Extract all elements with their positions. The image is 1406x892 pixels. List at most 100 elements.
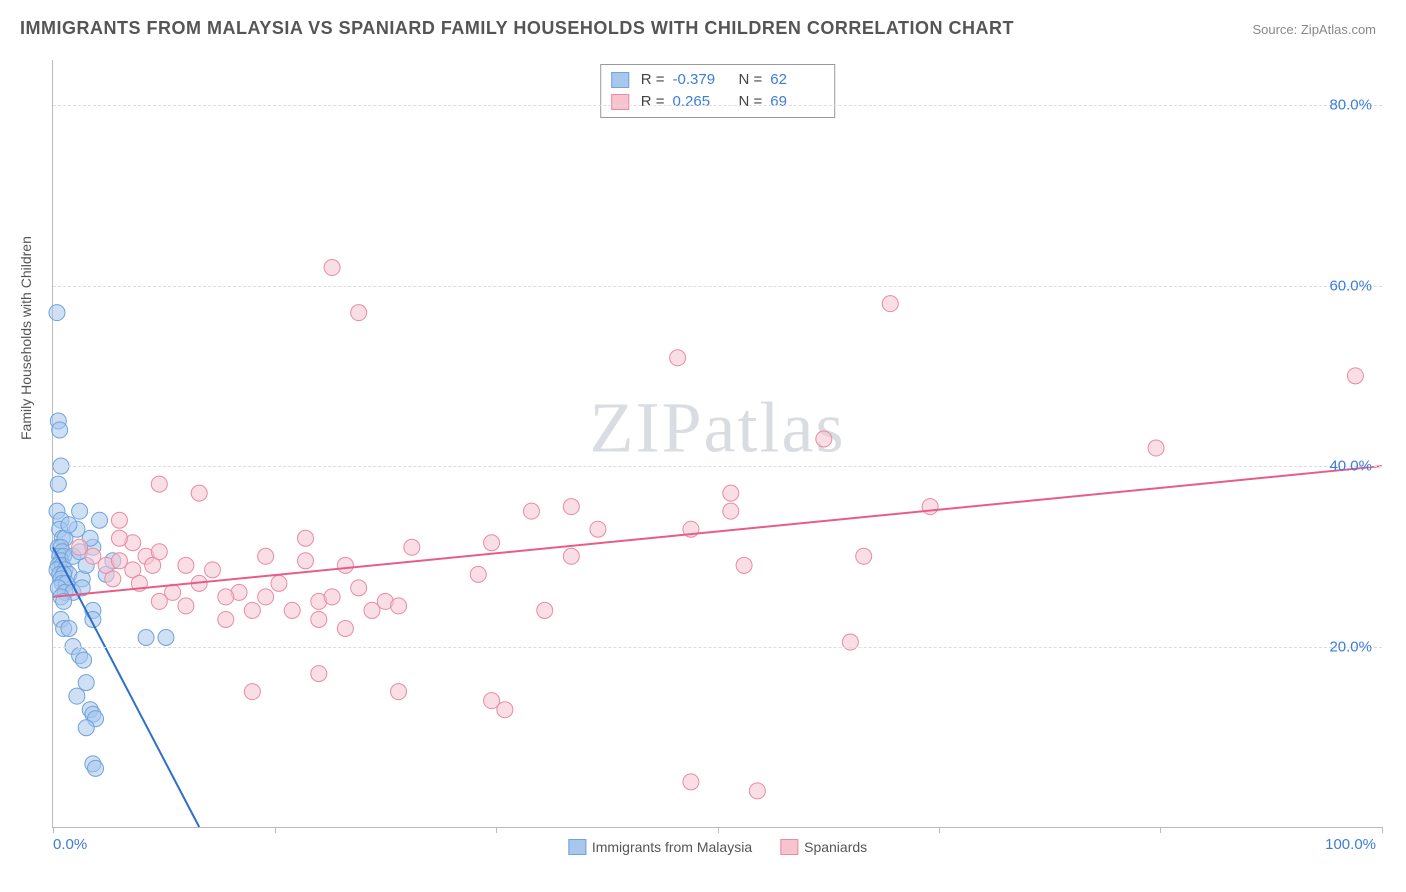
scatter-point: [78, 675, 94, 691]
scatter-point: [61, 620, 77, 636]
x-tick: [496, 827, 497, 833]
scatter-point: [736, 557, 752, 573]
scatter-point: [178, 598, 194, 614]
scatter-point: [92, 512, 108, 528]
r-label: R =: [641, 69, 665, 91]
y-tick-label: 40.0%: [1329, 458, 1372, 475]
source-attribution: Source: ZipAtlas.com: [1252, 22, 1376, 37]
scatter-point: [337, 557, 353, 573]
swatch-series-1: [611, 94, 629, 110]
legend-swatch: [568, 839, 586, 855]
scatter-point: [324, 260, 340, 276]
x-max-label: 100.0%: [1325, 836, 1376, 853]
y-tick-label: 20.0%: [1329, 638, 1372, 655]
scatter-point: [922, 499, 938, 515]
x-min-label: 0.0%: [53, 836, 87, 853]
gridline: [53, 647, 1382, 648]
scatter-point: [158, 630, 174, 646]
x-tick: [275, 827, 276, 833]
gridline: [53, 466, 1382, 467]
bottom-legend: Immigrants from Malaysia Spaniards: [568, 839, 867, 855]
scatter-point: [537, 602, 553, 618]
legend-item: Spaniards: [780, 839, 867, 855]
scatter-point: [244, 602, 260, 618]
x-tick: [939, 827, 940, 833]
scatter-point: [105, 571, 121, 587]
scatter-point: [218, 611, 234, 627]
y-tick-label: 60.0%: [1329, 277, 1372, 294]
scatter-point: [151, 476, 167, 492]
n-label: N =: [739, 91, 763, 113]
scatter-point: [1347, 368, 1363, 384]
gridline: [53, 286, 1382, 287]
scatter-point: [111, 530, 127, 546]
trend-line: [53, 466, 1382, 597]
scatter-point: [351, 305, 367, 321]
scatter-point: [218, 589, 234, 605]
scatter-point: [49, 305, 65, 321]
scatter-point: [258, 548, 274, 564]
scatter-point: [497, 702, 513, 718]
scatter-point: [882, 296, 898, 312]
stats-row-series-1: R = 0.265 N = 69: [611, 91, 825, 113]
scatter-point: [563, 499, 579, 515]
legend-label: Spaniards: [804, 839, 867, 855]
scatter-point: [178, 557, 194, 573]
plot-area: ZIPatlas R = -0.379 N = 62 R = 0.265 N =…: [52, 60, 1382, 828]
chart-svg: [53, 60, 1382, 827]
scatter-point: [271, 575, 287, 591]
scatter-point: [324, 589, 340, 605]
swatch-series-0: [611, 72, 629, 88]
scatter-point: [284, 602, 300, 618]
scatter-point: [111, 512, 127, 528]
scatter-point: [151, 593, 167, 609]
scatter-point: [484, 535, 500, 551]
x-tick: [53, 827, 54, 833]
x-tick: [1160, 827, 1161, 833]
scatter-point: [258, 589, 274, 605]
scatter-point: [337, 620, 353, 636]
y-tick-label: 80.0%: [1329, 97, 1372, 114]
scatter-point: [723, 503, 739, 519]
stats-legend-box: R = -0.379 N = 62 R = 0.265 N = 69: [600, 64, 836, 118]
scatter-point: [78, 720, 94, 736]
r-value-0: -0.379: [673, 69, 727, 91]
scatter-point: [138, 630, 154, 646]
x-tick: [1382, 827, 1383, 833]
scatter-point: [391, 598, 407, 614]
scatter-point: [470, 566, 486, 582]
scatter-point: [563, 548, 579, 564]
scatter-point: [1148, 440, 1164, 456]
gridline: [53, 105, 1382, 106]
chart-title: IMMIGRANTS FROM MALAYSIA VS SPANIARD FAM…: [20, 18, 1014, 39]
scatter-point: [311, 666, 327, 682]
scatter-point: [311, 611, 327, 627]
r-label: R =: [641, 91, 665, 113]
scatter-point: [842, 634, 858, 650]
scatter-point: [523, 503, 539, 519]
n-label: N =: [739, 69, 763, 91]
legend-swatch: [780, 839, 798, 855]
legend-label: Immigrants from Malaysia: [592, 839, 752, 855]
stats-row-series-0: R = -0.379 N = 62: [611, 69, 825, 91]
r-value-1: 0.265: [673, 91, 727, 113]
scatter-point: [69, 688, 85, 704]
scatter-point: [351, 580, 367, 596]
scatter-point: [61, 517, 77, 533]
scatter-point: [191, 485, 207, 501]
scatter-point: [145, 557, 161, 573]
n-value-0: 62: [770, 69, 824, 91]
scatter-point: [856, 548, 872, 564]
x-tick: [718, 827, 719, 833]
scatter-point: [50, 476, 66, 492]
scatter-point: [670, 350, 686, 366]
scatter-point: [298, 530, 314, 546]
legend-item: Immigrants from Malaysia: [568, 839, 752, 855]
y-axis-label: Family Households with Children: [18, 236, 34, 440]
scatter-point: [723, 485, 739, 501]
scatter-point: [816, 431, 832, 447]
scatter-point: [298, 553, 314, 569]
scatter-point: [88, 760, 104, 776]
scatter-point: [76, 652, 92, 668]
scatter-point: [590, 521, 606, 537]
